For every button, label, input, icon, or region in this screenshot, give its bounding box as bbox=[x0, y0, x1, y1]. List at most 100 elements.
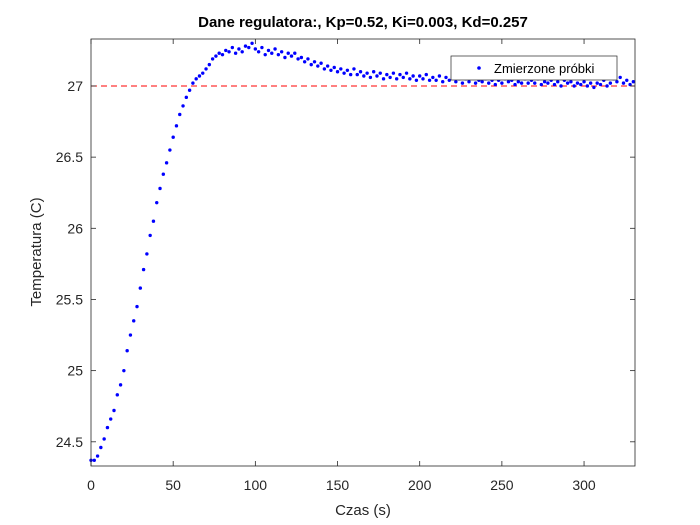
data-point bbox=[378, 71, 382, 75]
data-point bbox=[270, 51, 274, 55]
x-tick-label: 250 bbox=[490, 477, 514, 493]
legend: Zmierzone próbki bbox=[450, 55, 618, 81]
data-point bbox=[506, 80, 511, 84]
data-point bbox=[582, 80, 586, 84]
data-point bbox=[493, 82, 497, 87]
data-point bbox=[171, 135, 175, 139]
data-point bbox=[286, 51, 290, 55]
data-point bbox=[404, 71, 409, 75]
data-point bbox=[302, 60, 307, 64]
data-point bbox=[260, 45, 264, 50]
data-point bbox=[441, 80, 445, 84]
data-point bbox=[539, 82, 544, 87]
x-tick-label: 100 bbox=[244, 477, 268, 493]
data-point bbox=[296, 57, 300, 61]
data-point bbox=[519, 81, 524, 85]
data-point bbox=[309, 62, 313, 67]
data-point bbox=[204, 67, 208, 71]
data-point bbox=[247, 45, 251, 50]
data-point bbox=[339, 67, 343, 71]
data-point bbox=[559, 84, 563, 88]
data-point bbox=[151, 219, 156, 223]
data-point bbox=[306, 57, 310, 61]
x-tick-label: 150 bbox=[326, 477, 350, 493]
x-axis-label: Czas (s) bbox=[335, 502, 391, 519]
data-point bbox=[237, 47, 241, 51]
data-point bbox=[500, 81, 504, 85]
data-point bbox=[99, 445, 103, 450]
data-point bbox=[394, 77, 399, 81]
data-point bbox=[575, 81, 580, 85]
data-point bbox=[427, 78, 432, 82]
data-point bbox=[605, 84, 609, 88]
data-point bbox=[105, 425, 110, 430]
data-point bbox=[240, 50, 244, 54]
data-point bbox=[155, 200, 159, 205]
data-point bbox=[598, 82, 603, 87]
data-point bbox=[230, 45, 235, 50]
data-point bbox=[266, 48, 271, 53]
data-point bbox=[434, 78, 438, 82]
data-point bbox=[168, 148, 172, 152]
data-point bbox=[191, 81, 195, 85]
data-point bbox=[187, 88, 192, 92]
x-tick-label: 300 bbox=[572, 477, 596, 493]
data-point bbox=[207, 62, 212, 67]
y-tick-label: 25.5 bbox=[56, 291, 83, 307]
data-point bbox=[401, 75, 405, 80]
data-point bbox=[289, 54, 294, 58]
data-point bbox=[513, 82, 517, 87]
data-point bbox=[355, 72, 359, 77]
data-point bbox=[621, 81, 626, 85]
data-point bbox=[585, 84, 590, 88]
data-points bbox=[89, 41, 636, 463]
y-tick-label: 27 bbox=[67, 78, 83, 94]
data-point bbox=[615, 80, 619, 84]
data-point bbox=[487, 81, 491, 85]
data-point bbox=[135, 304, 139, 309]
plot-area bbox=[91, 39, 635, 466]
data-point bbox=[174, 124, 179, 128]
data-point bbox=[569, 80, 573, 84]
y-axis-label: Temperatura (C) bbox=[28, 197, 45, 306]
data-point bbox=[125, 349, 129, 353]
data-point bbox=[325, 64, 330, 68]
data-point bbox=[132, 319, 136, 323]
data-point bbox=[358, 70, 363, 74]
y-tick-label: 26.5 bbox=[56, 149, 83, 165]
data-point bbox=[112, 408, 116, 413]
data-point bbox=[391, 71, 396, 75]
data-point bbox=[158, 186, 162, 191]
data-point bbox=[362, 74, 366, 78]
legend-box bbox=[450, 55, 618, 81]
data-point bbox=[398, 72, 402, 77]
data-point bbox=[102, 437, 106, 441]
data-point bbox=[579, 82, 583, 87]
data-point bbox=[109, 417, 113, 421]
data-point bbox=[92, 458, 96, 463]
data-point bbox=[533, 81, 537, 85]
data-point bbox=[256, 50, 261, 54]
data-point bbox=[95, 454, 100, 458]
data-point bbox=[552, 82, 557, 87]
data-point bbox=[375, 74, 379, 78]
data-point bbox=[316, 64, 320, 68]
data-point bbox=[319, 61, 323, 65]
data-point bbox=[352, 67, 356, 71]
data-point bbox=[145, 252, 149, 256]
data-point bbox=[178, 112, 182, 117]
data-point bbox=[546, 81, 550, 85]
data-point bbox=[556, 80, 560, 84]
data-point bbox=[194, 77, 198, 81]
data-point bbox=[414, 78, 419, 82]
data-point bbox=[217, 51, 221, 55]
x-tick-label: 0 bbox=[87, 477, 95, 493]
legend-marker bbox=[477, 66, 481, 70]
data-point bbox=[332, 65, 336, 70]
data-point bbox=[283, 55, 287, 60]
data-point bbox=[467, 80, 471, 84]
data-point bbox=[565, 81, 570, 85]
data-point bbox=[348, 72, 353, 77]
data-point bbox=[542, 80, 547, 84]
data-point bbox=[118, 383, 123, 387]
